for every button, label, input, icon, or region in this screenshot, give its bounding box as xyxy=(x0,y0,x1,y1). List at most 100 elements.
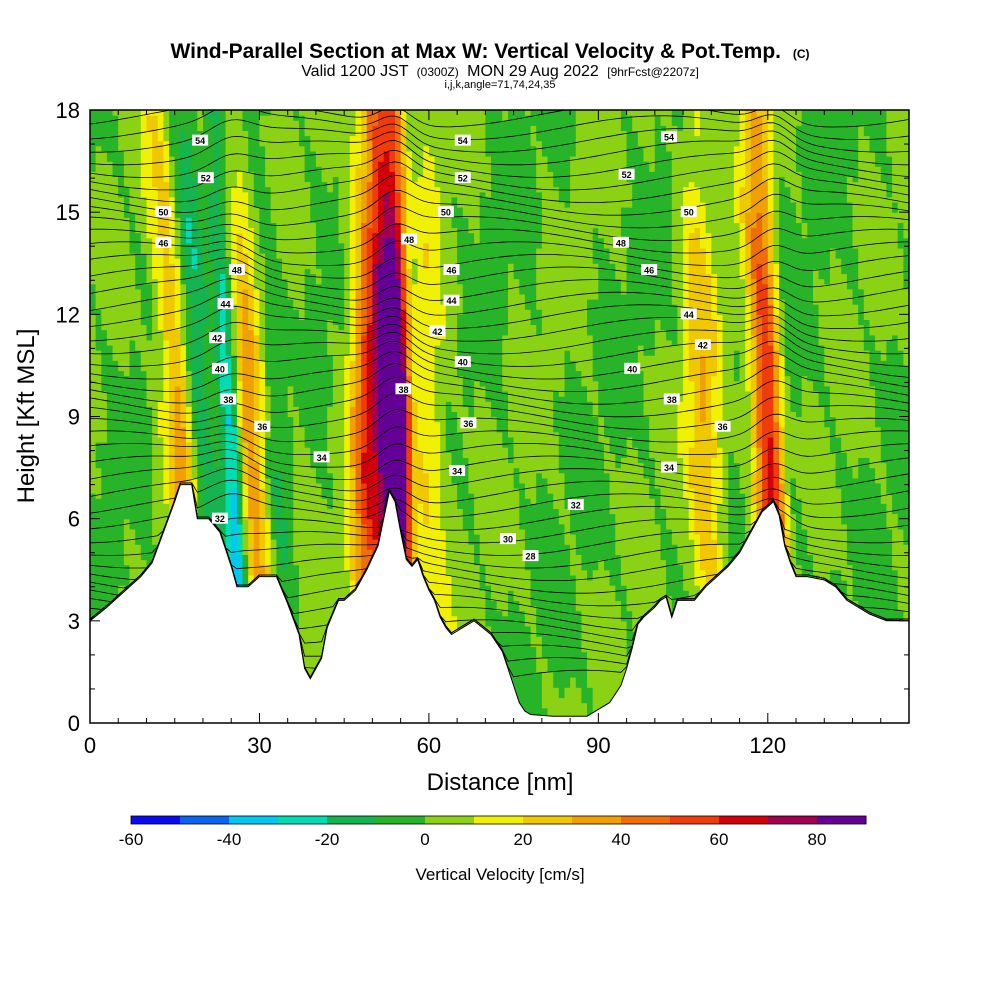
velocity-cell xyxy=(242,125,249,131)
velocity-cell xyxy=(310,569,317,576)
velocity-cell xyxy=(112,181,119,188)
velocity-cell xyxy=(129,201,136,208)
velocity-cell xyxy=(203,125,210,131)
velocity-cell xyxy=(118,314,125,320)
velocity-cell xyxy=(310,523,317,530)
velocity-cell xyxy=(157,181,164,188)
velocity-cell xyxy=(315,375,323,382)
velocity-cell xyxy=(112,263,119,269)
velocity-cell xyxy=(214,283,221,290)
velocity-cell xyxy=(219,115,227,121)
velocity-cell xyxy=(225,283,232,290)
velocity-cell xyxy=(197,447,204,453)
velocity-cell xyxy=(304,605,311,612)
velocity-cell xyxy=(203,334,210,341)
velocity-cell xyxy=(282,585,289,591)
velocity-cell xyxy=(242,288,249,295)
velocity-cell xyxy=(214,406,221,412)
velocity-cell xyxy=(180,212,187,218)
velocity-cell xyxy=(310,145,317,152)
velocity-cell xyxy=(236,503,244,509)
velocity-cell xyxy=(236,196,244,203)
velocity-cell xyxy=(287,442,294,448)
velocity-cell xyxy=(95,365,102,372)
velocity-cell xyxy=(112,110,119,116)
velocity-cell xyxy=(299,462,306,469)
velocity-cell xyxy=(304,166,311,172)
velocity-cell xyxy=(214,150,221,157)
velocity-cell xyxy=(186,314,193,320)
velocity-cell xyxy=(140,125,147,131)
velocity-cell xyxy=(219,247,227,254)
velocity-cell xyxy=(129,360,136,366)
velocity-cell xyxy=(106,110,114,116)
velocity-cell xyxy=(112,431,119,438)
velocity-cell xyxy=(146,227,153,234)
velocity-cell xyxy=(293,227,300,234)
velocity-cell xyxy=(140,191,147,198)
velocity-cell xyxy=(299,212,306,218)
velocity-cell xyxy=(315,559,323,566)
velocity-cell xyxy=(276,273,283,280)
velocity-cell xyxy=(90,217,97,223)
velocity-cell xyxy=(304,375,311,382)
velocity-cell xyxy=(163,263,170,269)
velocity-cell xyxy=(174,253,181,259)
velocity-cell xyxy=(287,191,294,198)
velocity-cell xyxy=(90,339,97,346)
velocity-cell xyxy=(310,329,317,336)
velocity-cell xyxy=(180,452,187,458)
velocity-cell xyxy=(112,217,119,223)
velocity-cell xyxy=(315,641,323,647)
velocity-cell xyxy=(293,288,300,295)
velocity-cell xyxy=(140,345,147,351)
velocity-cell xyxy=(129,212,136,218)
velocity-cell xyxy=(90,196,97,203)
velocity-cell xyxy=(208,186,215,193)
velocity-cell xyxy=(310,431,317,438)
velocity-cell xyxy=(248,396,255,402)
velocity-cell xyxy=(140,299,147,305)
velocity-cell xyxy=(208,145,215,152)
velocity-cell xyxy=(208,503,215,509)
velocity-cell xyxy=(174,467,181,474)
velocity-cell xyxy=(95,293,102,300)
velocity-cell xyxy=(253,436,260,443)
velocity-cell xyxy=(321,585,328,591)
velocity-cell xyxy=(242,370,249,377)
velocity-cell xyxy=(310,442,317,448)
velocity-cell xyxy=(112,590,119,596)
velocity-cell xyxy=(146,447,153,453)
velocity-cell xyxy=(106,263,114,269)
velocity-cell xyxy=(118,493,125,499)
velocity-cell xyxy=(315,201,323,208)
velocity-cell xyxy=(287,258,294,264)
velocity-cell xyxy=(219,467,227,474)
velocity-cell xyxy=(270,421,277,428)
velocity-cell xyxy=(253,268,260,275)
velocity-cell xyxy=(321,416,328,423)
velocity-cell xyxy=(129,365,136,372)
velocity-cell xyxy=(242,115,249,121)
velocity-cell xyxy=(253,212,260,218)
velocity-cell xyxy=(276,130,283,137)
velocity-cell xyxy=(293,339,300,346)
velocity-cell xyxy=(310,181,317,188)
velocity-cell xyxy=(95,482,102,489)
velocity-cell xyxy=(135,263,142,269)
velocity-cell xyxy=(118,544,125,550)
velocity-cell xyxy=(186,421,193,428)
velocity-cell xyxy=(118,222,125,229)
velocity-cell xyxy=(174,171,181,177)
velocity-cell xyxy=(180,370,187,377)
velocity-cell xyxy=(282,227,289,234)
velocity-cell xyxy=(276,334,283,341)
velocity-cell xyxy=(146,278,153,285)
velocity-cell xyxy=(140,334,147,341)
velocity-cell xyxy=(304,319,311,326)
velocity-cell xyxy=(248,222,255,229)
velocity-cell xyxy=(315,442,323,448)
velocity-cell xyxy=(157,130,164,137)
velocity-cell xyxy=(101,242,108,249)
velocity-cell xyxy=(276,569,283,576)
